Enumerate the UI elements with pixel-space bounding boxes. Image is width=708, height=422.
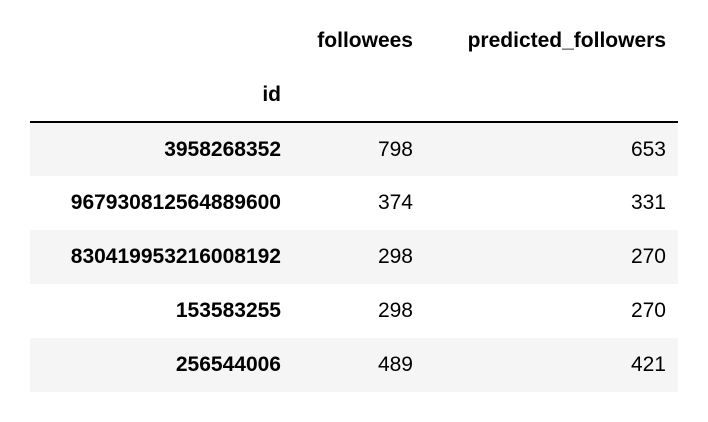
table-row: 153583255 298 270 bbox=[30, 284, 678, 338]
header-blank bbox=[30, 14, 293, 68]
table-row: 3958268352 798 653 bbox=[30, 122, 678, 176]
followees-cell: 489 bbox=[377, 353, 413, 376]
table-row: 967930812564889600 374 331 bbox=[30, 176, 678, 230]
followees-cell: 798 bbox=[377, 137, 413, 161]
column-header-predicted-followers: predicted_followers bbox=[467, 29, 666, 52]
row-index: 830419953216008192 bbox=[70, 245, 281, 268]
predicted-followers-cell: 331 bbox=[630, 191, 666, 214]
row-index: 153583255 bbox=[175, 299, 281, 322]
row-index: 256544006 bbox=[175, 353, 281, 376]
column-header-row: followees predicted_followers bbox=[30, 14, 678, 68]
row-index: 967930812564889600 bbox=[70, 191, 281, 214]
predicted-followers-cell: 653 bbox=[630, 137, 666, 161]
table-row: 256544006 489 421 bbox=[30, 338, 678, 392]
header-blank bbox=[293, 68, 425, 123]
followees-cell: 374 bbox=[377, 191, 413, 214]
column-header-followees: followees bbox=[317, 29, 413, 52]
index-header-row: id bbox=[30, 68, 678, 123]
followees-cell: 298 bbox=[377, 299, 413, 322]
predicted-followers-cell: 270 bbox=[630, 299, 666, 322]
index-name-header: id bbox=[30, 68, 293, 123]
row-index: 3958268352 bbox=[164, 137, 281, 161]
dataframe-table: followees predicted_followers id 3958268… bbox=[30, 14, 678, 392]
predicted-followers-cell: 270 bbox=[630, 245, 666, 268]
table-row: 830419953216008192 298 270 bbox=[30, 230, 678, 284]
header-blank bbox=[425, 68, 678, 123]
followees-cell: 298 bbox=[377, 245, 413, 268]
predicted-followers-cell: 421 bbox=[630, 353, 666, 376]
